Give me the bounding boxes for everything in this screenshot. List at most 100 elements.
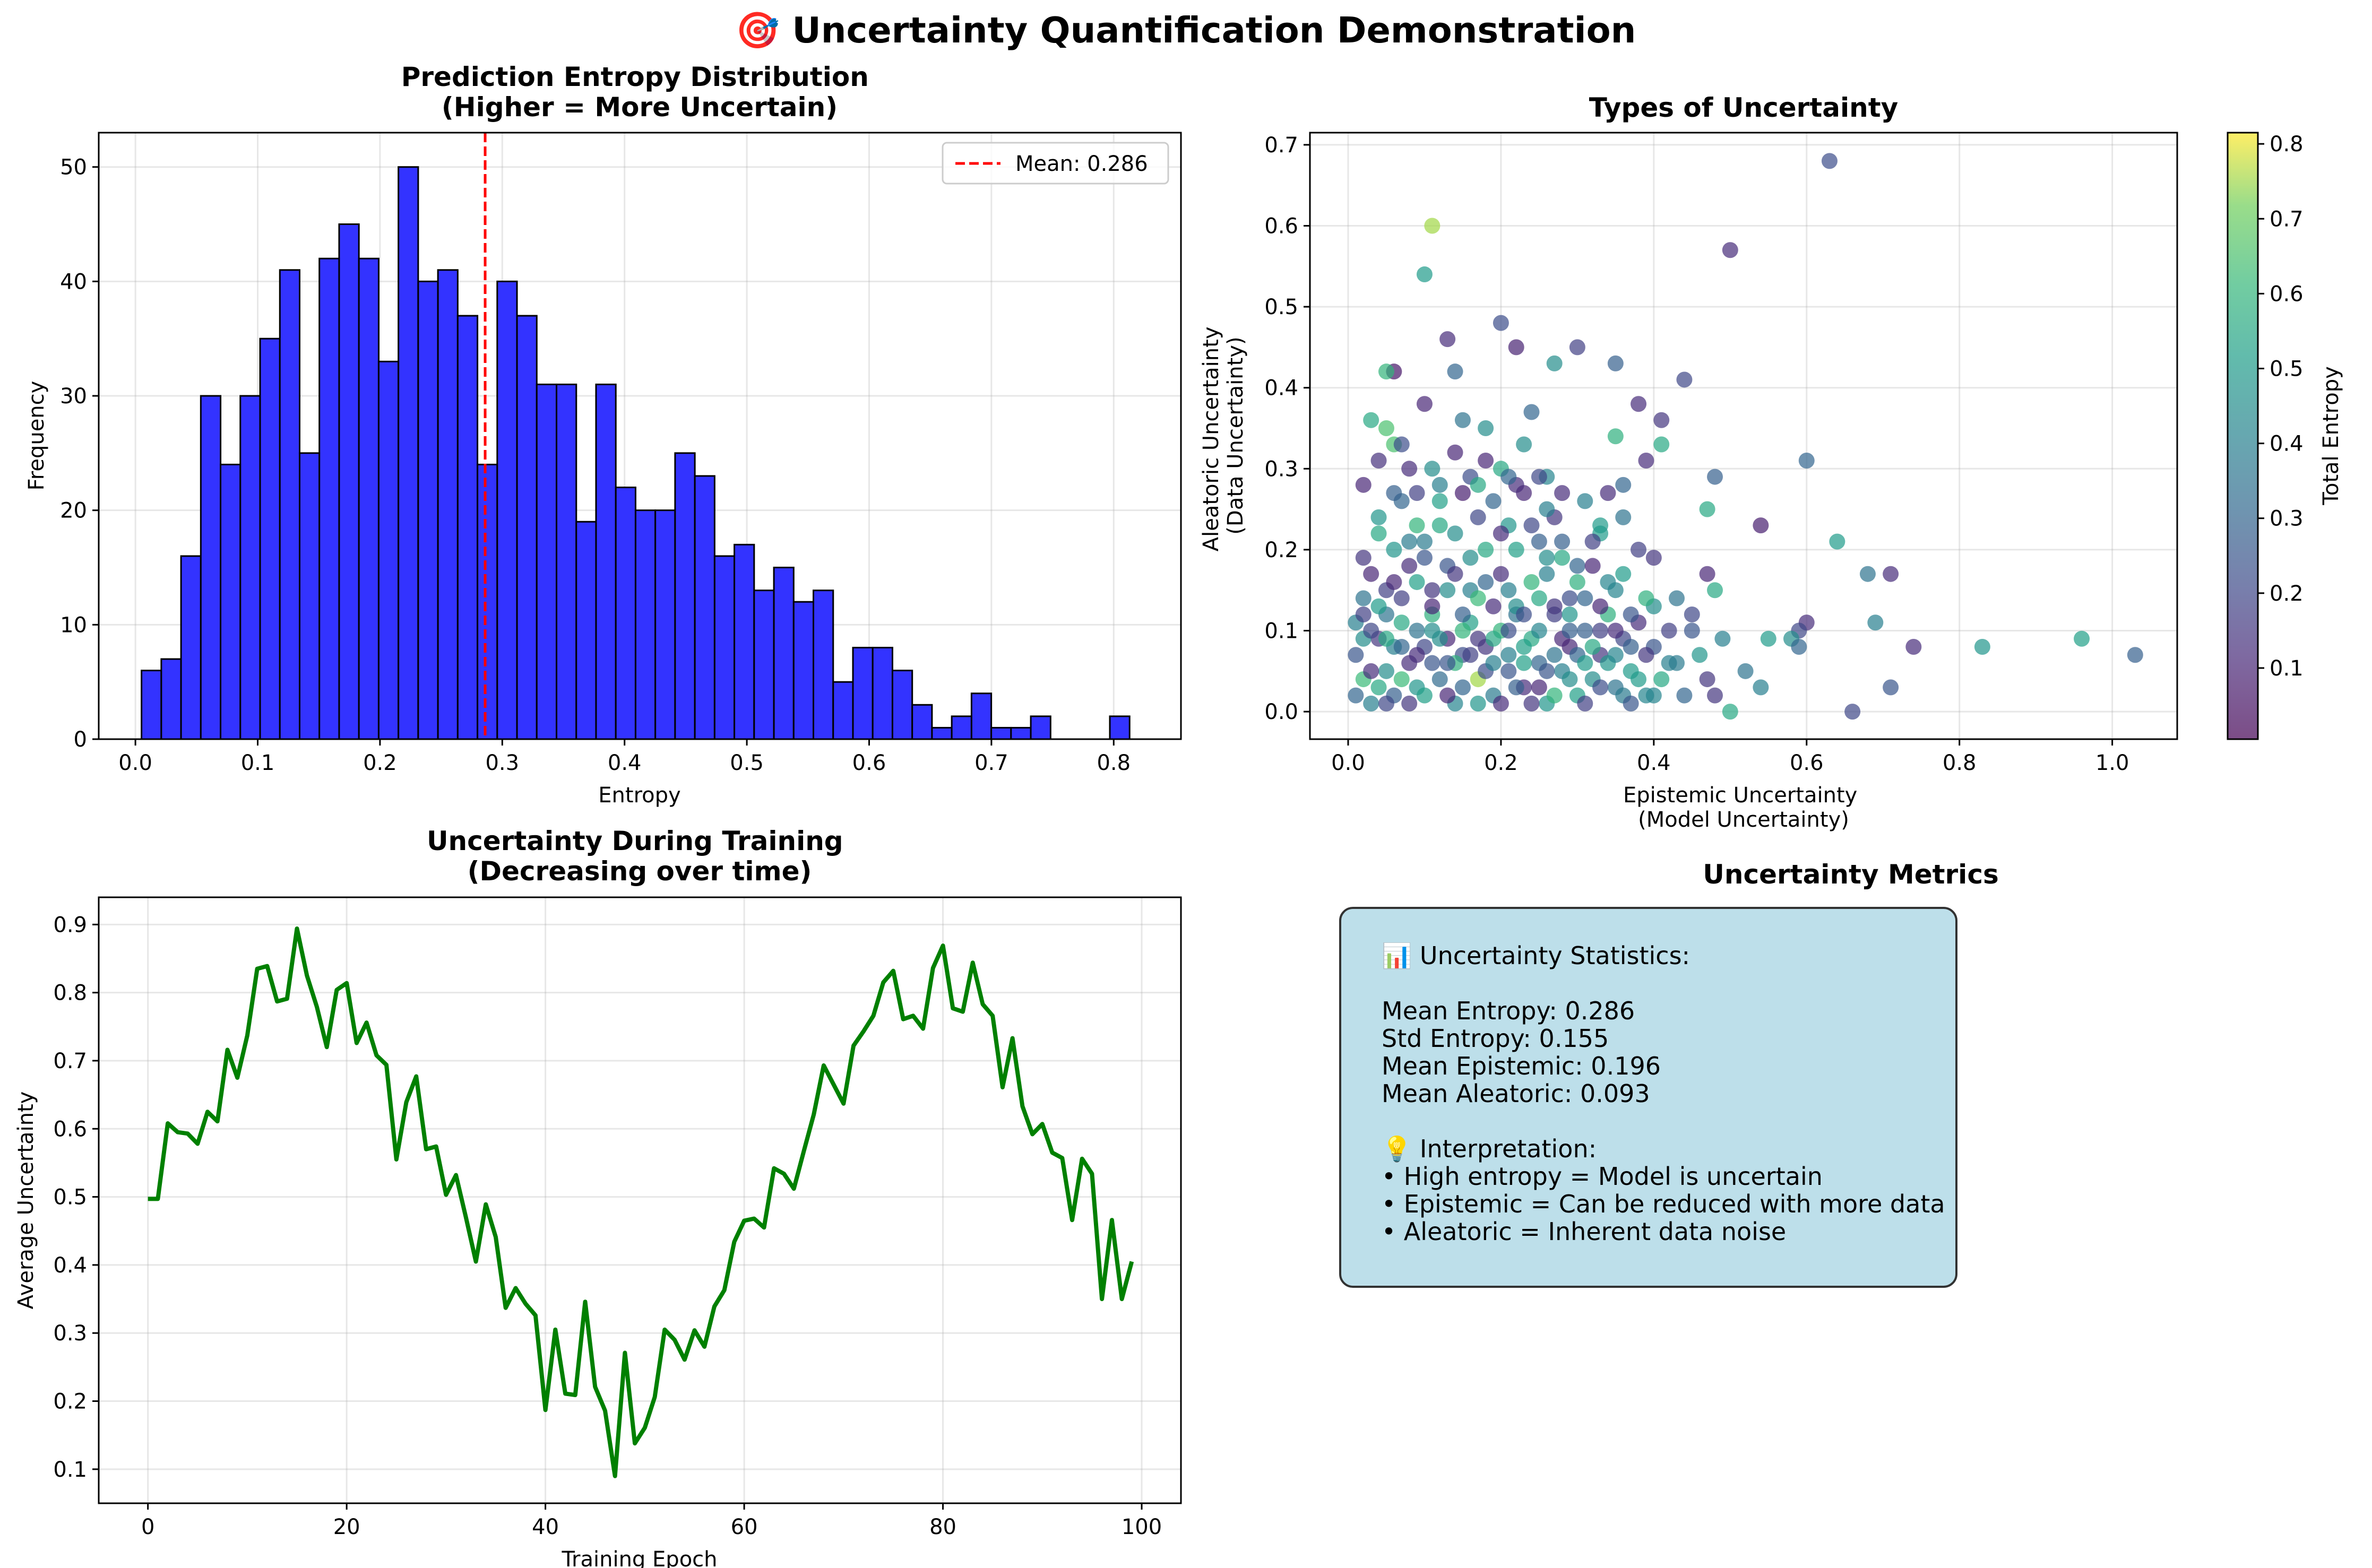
scatter-point	[1516, 436, 1532, 453]
hist-xtick-label: 0.7	[974, 751, 1008, 775]
hist-y-axis-label: Frequency	[24, 381, 49, 491]
scatter-point	[1424, 582, 1441, 599]
scatter-point	[1546, 598, 1563, 614]
scatter-point	[1348, 687, 1364, 704]
line-ytick-label: 0.8	[53, 981, 87, 1006]
colorbar-tick-label: 0.5	[2270, 357, 2304, 382]
hist-bar	[239, 395, 261, 740]
scatter-point	[1867, 614, 1884, 631]
hist-bar	[377, 360, 400, 740]
scatter-point	[1424, 218, 1441, 234]
scatter-point	[1500, 663, 1517, 679]
scatter-ylabel-line-2: (Data Uncertainty)	[1223, 336, 1248, 534]
scatter-point	[1531, 590, 1547, 607]
scatter-point	[1638, 647, 1654, 663]
hist-bar	[891, 670, 913, 740]
line-ytick-label: 0.5	[53, 1185, 87, 1210]
scatter-point	[1546, 647, 1563, 663]
hist-bar	[792, 601, 815, 740]
line-xtick-label: 40	[532, 1515, 559, 1539]
training-uncertainty-panel: Uncertainty During Training (Decreasing …	[14, 826, 1182, 1568]
scatter-point	[1584, 533, 1601, 550]
scatter-point	[1485, 655, 1502, 671]
scatter-point	[1447, 566, 1463, 582]
scatter-point	[1661, 622, 1677, 639]
hist-bar	[259, 337, 281, 740]
hist-legend-box	[942, 142, 1169, 185]
scatter-point	[1531, 533, 1547, 550]
scatter-point	[1370, 598, 1387, 614]
scatter-point	[1692, 647, 1708, 663]
scatter-point	[1607, 428, 1624, 445]
hist-ticks: 0.0 0.1 0.2 0.3 0.4 0.5 0.6 0.7 0.8 0 10 20 30 40 50	[60, 155, 1131, 775]
hist-bar	[931, 726, 953, 740]
scatter-point	[1363, 622, 1379, 639]
scatter-point	[1478, 574, 1494, 590]
scatter-point	[1447, 363, 1463, 380]
metrics-line: • High entropy = Model is uncertain	[1382, 1162, 1823, 1191]
scatter-point	[1577, 695, 1593, 712]
scatter-point	[1707, 582, 1723, 599]
scatter-title: Types of Uncertainty	[1589, 92, 1898, 123]
scatter-ylabel-line-1: Aleatoric Uncertainty	[1199, 327, 1223, 552]
scatter-point	[1592, 622, 1609, 639]
line-xtick-label: 0	[141, 1515, 154, 1539]
scatter-point	[1370, 679, 1387, 696]
scatter-point	[1478, 420, 1494, 437]
hist-xtick-label: 0.2	[363, 751, 397, 775]
hist-bar	[298, 452, 321, 740]
scatter-point	[1378, 695, 1394, 712]
scatter-points	[1348, 153, 2143, 720]
scatter-point	[1363, 663, 1379, 679]
scatter-point	[1386, 574, 1402, 590]
scatter-xlabel-line-1: Epistemic Uncertainty	[1623, 783, 1857, 808]
hist-bar	[773, 567, 795, 740]
scatter-point	[1378, 630, 1394, 647]
hist-bar	[634, 509, 657, 740]
scatter-point	[1798, 453, 1815, 469]
scatter-point	[1653, 671, 1670, 688]
line-ytick-label: 0.4	[53, 1253, 87, 1278]
scatter-point	[1378, 363, 1394, 380]
colorbar-tick-label: 0.1	[2270, 656, 2304, 681]
metrics-line: • Epistemic = Can be reduced with more d…	[1382, 1190, 1945, 1218]
scatter-point	[1485, 598, 1502, 614]
scatter-point	[1699, 671, 1715, 688]
metrics-line: 📊 Uncertainty Statistics:	[1382, 941, 1690, 970]
training-uncertainty-line	[148, 926, 1134, 1478]
hist-bar	[279, 269, 300, 740]
hist-bars	[141, 166, 1131, 740]
scatter-point	[1416, 396, 1433, 412]
scatter-point	[1409, 485, 1425, 501]
scatter-point	[1493, 695, 1509, 712]
scatter-point	[1409, 647, 1425, 663]
scatter-point	[1531, 469, 1547, 485]
scatter-point	[1531, 679, 1547, 696]
colorbar-ticks: 0.1 0.2 0.3 0.4 0.5 0.6 0.7 0.8	[2258, 132, 2304, 681]
scatter-point	[1523, 695, 1540, 712]
scatter-point	[1684, 622, 1700, 639]
scatter-point	[1447, 444, 1463, 461]
line-grid	[99, 897, 1181, 1503]
scatter-point	[1631, 541, 1647, 558]
scatter-point	[1546, 355, 1563, 371]
scatter-point	[1577, 590, 1593, 607]
colorbar-tick-label: 0.8	[2270, 132, 2304, 157]
scatter-point	[1615, 509, 1632, 525]
scatter-point	[1531, 622, 1547, 639]
scatter-point	[1378, 663, 1394, 679]
hist-bar	[358, 257, 379, 740]
hist-bar	[694, 475, 715, 740]
line-ytick-label: 0.3	[53, 1321, 87, 1346]
entropy-histogram-panel: Prediction Entropy Distribution (Higher …	[24, 62, 1182, 808]
colorbar-tick-label: 0.7	[2270, 207, 2304, 231]
scatter-point	[1416, 533, 1433, 550]
scatter-point	[1508, 679, 1524, 696]
scatter-point	[1569, 574, 1585, 590]
scatter-point	[1424, 655, 1441, 671]
scatter-point	[1516, 655, 1532, 671]
line-ytick-label: 0.1	[53, 1458, 87, 1482]
scatter-point	[1699, 501, 1715, 517]
scatter-point	[1516, 639, 1532, 655]
